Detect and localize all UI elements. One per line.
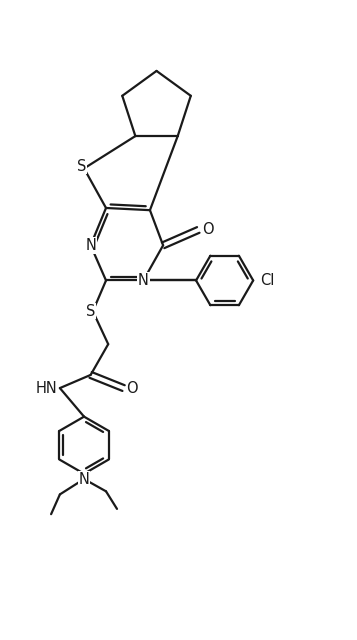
Text: S: S bbox=[86, 304, 95, 319]
Text: N: N bbox=[79, 472, 90, 486]
Text: HN: HN bbox=[36, 381, 58, 396]
Text: O: O bbox=[127, 381, 138, 396]
Text: Cl: Cl bbox=[260, 273, 274, 288]
Text: O: O bbox=[202, 223, 214, 237]
Text: N: N bbox=[85, 238, 96, 253]
Text: S: S bbox=[77, 159, 86, 173]
Text: N: N bbox=[138, 273, 149, 288]
